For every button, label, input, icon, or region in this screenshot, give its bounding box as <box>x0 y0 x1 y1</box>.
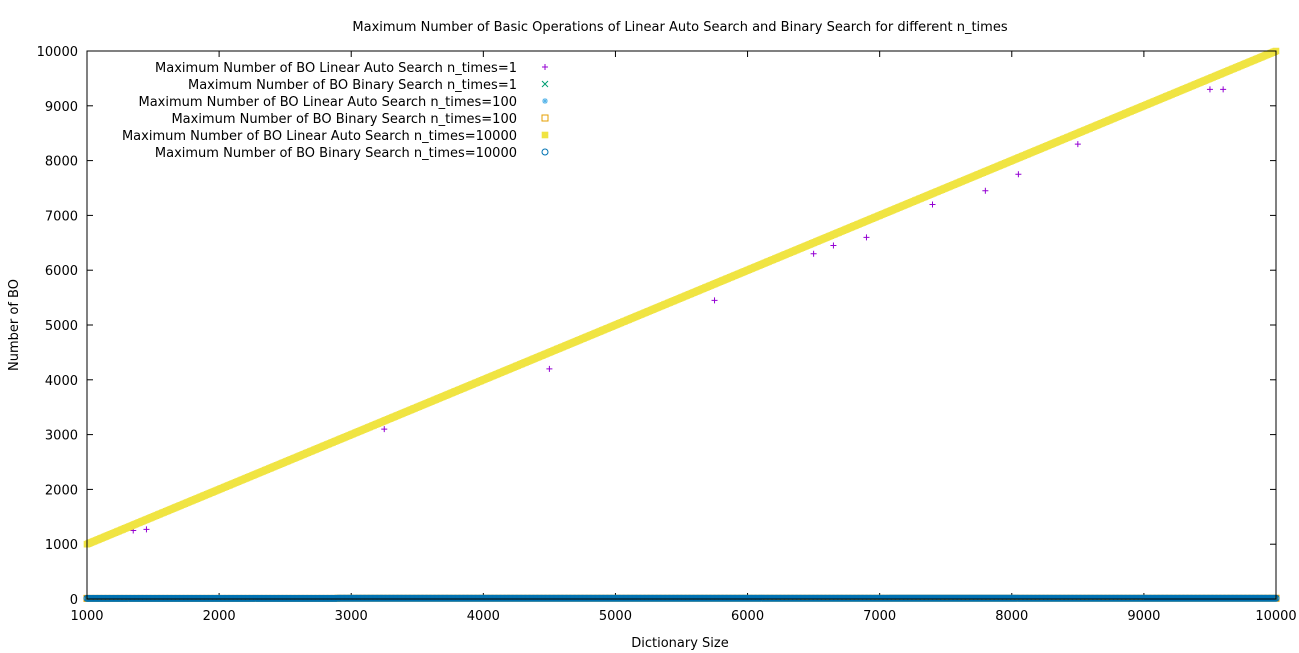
x-tick-label: 3000 <box>335 609 368 624</box>
plot-frame <box>86 50 1277 600</box>
y-tick-label: 10000 <box>37 45 78 60</box>
legend-marker <box>541 131 549 139</box>
y-axis-label: Number of BO <box>7 279 22 371</box>
y-tick-label: 2000 <box>45 483 78 498</box>
x-tick-label: 7000 <box>863 609 896 624</box>
y-tick-label: 8000 <box>45 155 78 170</box>
legend-marker <box>542 64 548 70</box>
legend: Maximum Number of BO Linear Auto Search … <box>122 61 549 161</box>
tick-labels: 1000 2000 3000 4000 5000 6000 7000 8000 9000 1000… <box>37 45 1297 624</box>
x-tick-label: 2000 <box>203 609 236 624</box>
y-tick-label: 5000 <box>45 319 78 334</box>
series-markers <box>83 594 1280 602</box>
y-tick-label: 4000 <box>45 374 78 389</box>
x-tick-label: 10000 <box>1255 609 1296 624</box>
plot-series <box>83 47 1280 602</box>
y-tick-label: 6000 <box>45 264 78 279</box>
legend-label: Maximum Number of BO Linear Auto Search … <box>139 95 518 110</box>
chart-title: Maximum Number of Basic Operations of Li… <box>352 20 1007 35</box>
x-tick-label: 4000 <box>467 609 500 624</box>
y-tick-label: 9000 <box>45 100 78 115</box>
series-markers <box>83 47 1280 548</box>
legend-label: Maximum Number of BO Binary Search n_tim… <box>188 78 517 93</box>
x-tick-label: 1000 <box>70 609 103 624</box>
y-tick-label: 7000 <box>45 209 78 224</box>
legend-marker <box>542 98 548 104</box>
legend-marker <box>541 148 549 156</box>
x-axis-label: Dictionary Size <box>631 636 729 651</box>
x-tick-label: 8000 <box>995 609 1028 624</box>
x-tick-label: 9000 <box>1127 609 1160 624</box>
legend-label: Maximum Number of BO Binary Search n_tim… <box>155 146 517 161</box>
y-tick-label: 0 <box>70 593 78 608</box>
y-tick-label: 3000 <box>45 429 78 444</box>
legend-marker <box>541 114 549 122</box>
legend-label: Maximum Number of BO Linear Auto Search … <box>122 129 517 144</box>
x-tick-label: 5000 <box>599 609 632 624</box>
legend-marker <box>541 80 549 88</box>
legend-label: Maximum Number of BO Binary Search n_tim… <box>171 112 517 127</box>
legend-label: Maximum Number of BO Linear Auto Search … <box>155 61 517 76</box>
x-tick-label: 6000 <box>731 609 764 624</box>
y-tick-label: 1000 <box>45 538 78 553</box>
